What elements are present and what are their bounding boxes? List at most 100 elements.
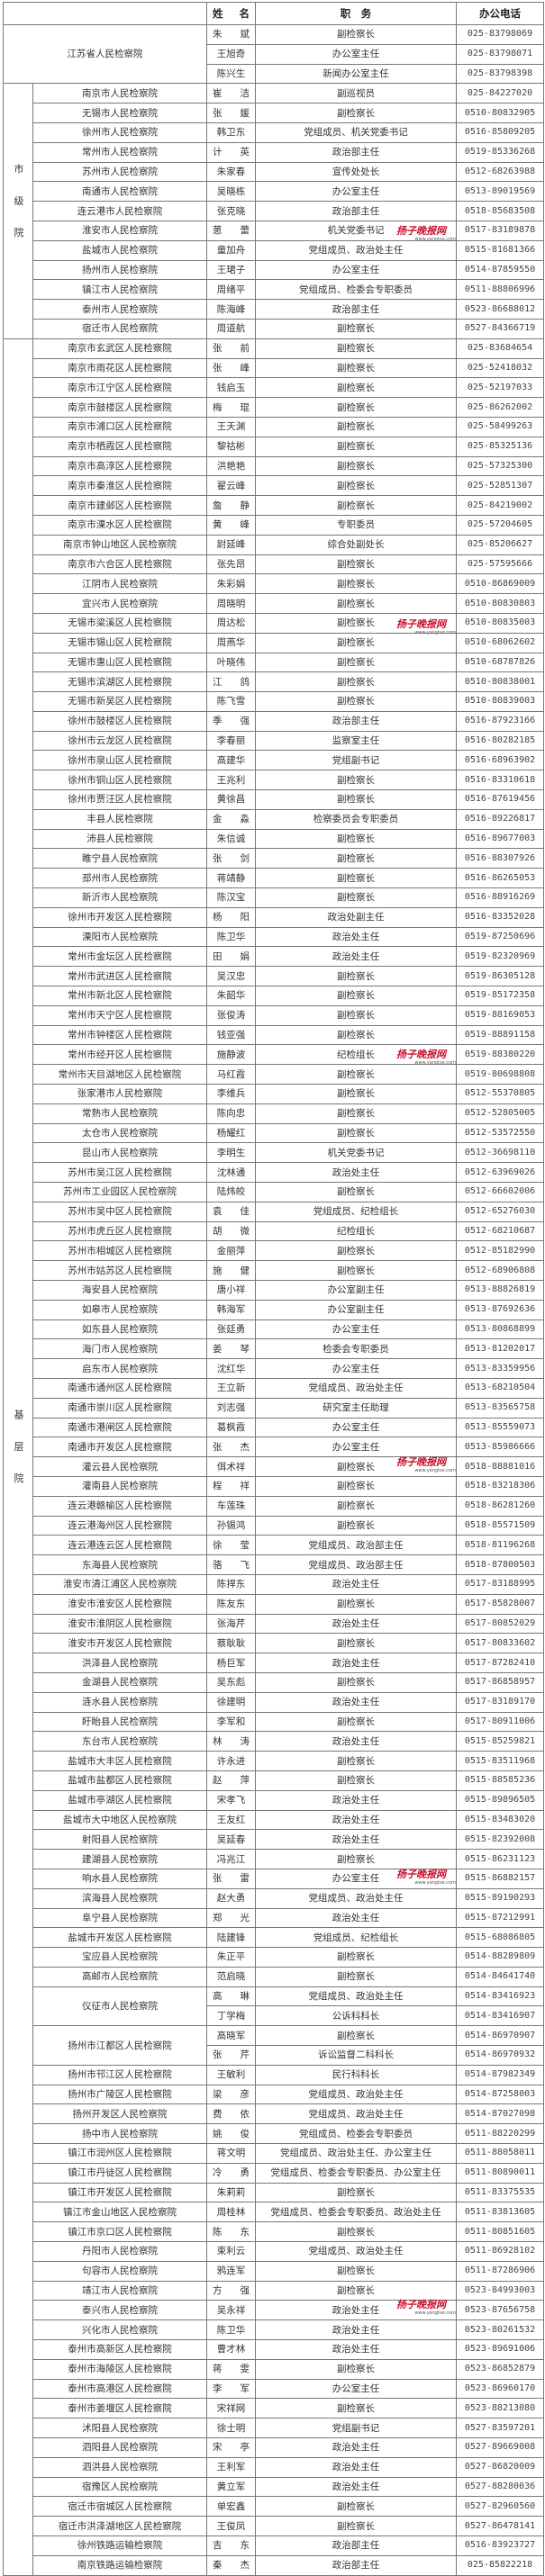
person-name: 蔡耿耿 xyxy=(206,1633,256,1654)
table-row: 扬州开发区人民检察院 费依 党组成员、政治处主任 0514-87027098 xyxy=(4,2103,544,2125)
person-name: 冯兆江 xyxy=(206,1849,256,1869)
person-name: 张俊涛 xyxy=(206,1004,256,1026)
person-name: 施健 xyxy=(206,1260,256,1281)
table-row: 江阴市人民检察院 朱彩娟 副检察长 0510-86869009 xyxy=(4,573,544,595)
table-row: 靖江市人民检察院 方强 副检察长 0523-84993003 xyxy=(4,2280,544,2301)
person-phone: 0523-87656758 xyxy=(456,2300,544,2321)
unit-name: 建湖县人民检察院 xyxy=(32,1849,207,1869)
person-title: 副检察长 xyxy=(255,828,457,850)
table-row: 南通市崇川区人民检察院 刘志强 研究室主任助理 0513-83565758 xyxy=(4,1397,544,1419)
table-row: 建湖县人民检察院 冯兆江 副检察长 0515-86231123 xyxy=(4,1849,544,1869)
unit-name: 泰兴市人民检察院 xyxy=(32,2300,207,2321)
table-row: 睢宁县人民检察院 张剑 副检察长 0516-88307926 xyxy=(4,848,544,869)
person-title: 副检察长 xyxy=(255,632,457,653)
person-title: 副检察长 xyxy=(255,1260,457,1281)
person-phone: 0523-88213080 xyxy=(456,2398,544,2419)
table-row: 常州市人民检察院 计英 政治部主任 0519-85336268 xyxy=(4,141,544,163)
unit-name: 宿豫区人民检察院 xyxy=(32,2476,207,2498)
person-phone: 025-52851307 xyxy=(456,475,544,497)
person-phone: 0516-88916269 xyxy=(456,887,544,908)
table-row: 沭阳县人民检察院 徐士明 党组副书记 0527-83597201 xyxy=(4,2418,544,2439)
table-row: 盐城市开发区人民检察院 陆建锋 党组成员、纪检组长 0515-68086805 xyxy=(4,1927,544,1949)
table-row: 盐城市人民检察院 童加舟 党组成员、政治处主任 0515-81681366 xyxy=(4,239,544,261)
person-name: 李维兵 xyxy=(206,1084,256,1104)
person-title: 政治处主任 xyxy=(255,1691,457,1713)
unit-name: 无锡市惠山区人民检察院 xyxy=(32,652,207,673)
person-name: 胡微 xyxy=(206,1220,256,1242)
table-row: 淮安市淮安区人民检察院 陈友东 副检察长 0517-85828007 xyxy=(4,1593,544,1615)
unit-name: 镇江市丹徒区人民检察院 xyxy=(32,2162,207,2184)
table-row: 镇江市润州区人民检察院 蒋文明 党组成员、政治处主任、办公室主任 0511-88058… xyxy=(4,2143,544,2164)
unit-name: 常州市武进区人民检察院 xyxy=(32,966,207,987)
person-title: 副检察长 xyxy=(255,1711,457,1733)
person-name: 王俊凤 xyxy=(206,2516,256,2536)
unit-name: 仪征市人民检察院 xyxy=(32,1986,207,2027)
unit-name: 南京市溧水区人民检察院 xyxy=(32,514,207,536)
person-phone: 0515-83511968 xyxy=(456,1751,544,1771)
person-name: 周道航 xyxy=(206,318,256,339)
person-name: 许永进 xyxy=(206,1751,256,1771)
unit-name: 南京市钟山地区人民检察院 xyxy=(32,534,207,555)
table-row: 常州市天目湖地区人民检察院 马红霞 副检察长 0519-80698808 xyxy=(4,1064,544,1085)
person-title: 副检察长 xyxy=(255,2025,457,2047)
unit-name: 句容市人民检察院 xyxy=(32,2260,207,2282)
unit-name: 苏州市吴中区人民检察院 xyxy=(32,1201,207,1222)
person-phone: 0514-86970932 xyxy=(456,2045,544,2066)
person-phone: 0515-82392008 xyxy=(456,1829,544,1851)
table-row: 徐州市铜山区人民检察院 王兆利 副检察长 0516-83310618 xyxy=(4,770,544,791)
person-title: 办公室主任 xyxy=(255,1417,457,1438)
person-phone: 0514-86970907 xyxy=(456,2025,544,2047)
person-name: 孙锡鸿 xyxy=(206,1515,256,1536)
person-name: 徐莹 xyxy=(206,1535,256,1556)
person-title: 办公室主任 xyxy=(255,1437,457,1458)
table-row: 常熟市人民检察院 陈向忠 副检察长 0512-52805005 xyxy=(4,1103,544,1124)
person-name: 陈向忠 xyxy=(206,1103,256,1124)
unit-name: 南京市鼓楼区人民检察院 xyxy=(32,397,207,418)
table-row: 宿迁市宿城区人民检察院 单宏鑫 副检察长 0527-82960560 xyxy=(4,2496,544,2517)
unit-name: 盐城市开发区人民检察院 xyxy=(32,1927,207,1949)
person-phone: 0510-80838001 xyxy=(456,671,544,693)
person-name: 陈汉宝 xyxy=(206,887,256,908)
person-title: 副检察长 xyxy=(255,103,457,123)
table-row: 陈兴生 新闻办公室主任 025-83798398 xyxy=(4,63,544,85)
table-row: 泰州市高港区人民检察院 李军 办公室主任 0523-86960170 xyxy=(4,2378,544,2400)
person-phone: 0523-86852879 xyxy=(456,2358,544,2380)
person-name: 陆建锋 xyxy=(206,1927,256,1949)
person-title: 党组成员、纪检组长 xyxy=(255,1927,457,1949)
person-phone: 0523-84993003 xyxy=(456,2280,544,2301)
unit-name: 南京市高淳区人民检察院 xyxy=(32,455,207,477)
person-name: 佴术祥 xyxy=(206,1456,256,1477)
person-name: 姚俊 xyxy=(206,2123,256,2145)
person-phone: 0514-84641740 xyxy=(456,1966,544,1987)
table-row: 连云港海州区人民检察院 孙锡鸿 副检察长 0518-85571509 xyxy=(4,1515,544,1536)
person-name: 杨阳 xyxy=(206,906,256,928)
person-name: 尉延峰 xyxy=(206,534,256,555)
unit-name: 淮安市淮阴区人民检察院 xyxy=(32,1613,207,1635)
table-row: 连云港赣榆区人民检察院 车莲珠 副检察长 0518-86281260 xyxy=(4,1495,544,1517)
unit-name: 无锡市滨湖区人民检察院 xyxy=(32,671,207,693)
person-title: 政治部主任 xyxy=(255,710,457,732)
person-title: 副检察长 xyxy=(255,848,457,869)
table-row: 苏州市人民检察院 朱家春 宣传处处长 0512-68263988 xyxy=(4,161,544,183)
unit-name: 扬州市江都区人民检察院 xyxy=(32,2025,207,2066)
table-row: 南京市六合区人民检察院 张先昂 副检察长 025-57595666 xyxy=(4,554,544,575)
header-unit xyxy=(3,2,207,25)
person-name: 吴晓栋 xyxy=(206,181,256,203)
person-title: 副检察长 xyxy=(255,436,457,457)
person-name: 张克晓 xyxy=(206,201,256,221)
person-phone: 0513-83565758 xyxy=(456,1397,544,1419)
unit-name: 盐城市人民检察院 xyxy=(32,239,207,261)
unit-name: 盐城市盐都区人民检察院 xyxy=(32,1770,207,1791)
person-title: 纪检组长 xyxy=(255,1220,457,1242)
person-title: 政治处主任 xyxy=(255,2319,457,2341)
person-phone: 0527-86478141 xyxy=(456,2516,544,2536)
table-row: 市级院 南京市人民检察院 崔洁 副巡视员 025-84227020 xyxy=(3,83,544,339)
person-name: 朱家春 xyxy=(206,161,256,183)
person-title: 副检察长 xyxy=(255,1084,457,1104)
person-phone: 0519-87250696 xyxy=(456,926,544,948)
person-title: 办公室主任 xyxy=(255,1358,457,1379)
table-row: 泰州市海陵区人民检察院 蒋雯 副检察长 0523-86852879 xyxy=(4,2358,544,2380)
unit-name: 淮安市淮安区人民检察院 xyxy=(32,1593,207,1615)
unit-name: 无锡市梁溪区人民检察院 xyxy=(32,612,207,634)
table-row: 苏州市相城区人民检察院 金丽萍 副检察长 0512-85182990 xyxy=(4,1240,544,1262)
